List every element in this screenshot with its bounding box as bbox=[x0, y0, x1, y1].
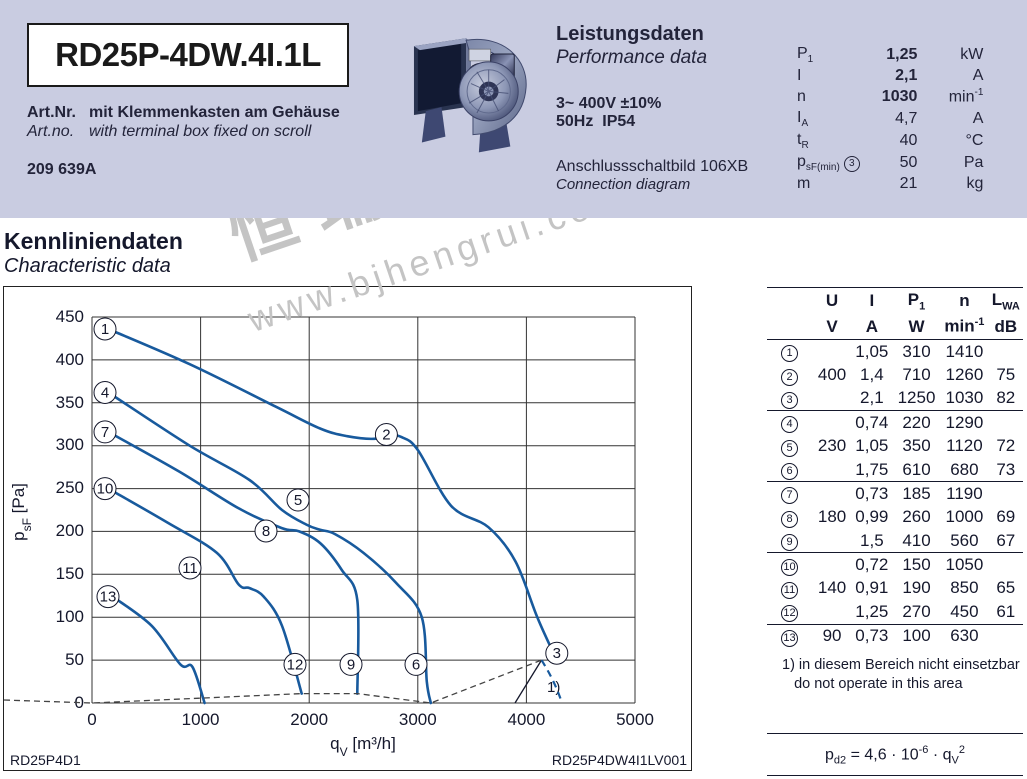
svg-text:1: 1 bbox=[101, 321, 109, 338]
svg-text:2000: 2000 bbox=[290, 710, 328, 729]
svg-text:300: 300 bbox=[56, 435, 84, 454]
svg-text:7: 7 bbox=[101, 424, 109, 441]
svg-text:350: 350 bbox=[56, 393, 84, 412]
svg-text:400: 400 bbox=[56, 350, 84, 369]
svg-text:150: 150 bbox=[56, 564, 84, 583]
svg-text:3: 3 bbox=[553, 645, 561, 662]
svg-text:1000: 1000 bbox=[182, 710, 220, 729]
svg-text:200: 200 bbox=[56, 521, 84, 540]
svg-text:12: 12 bbox=[287, 656, 304, 673]
svg-text:13: 13 bbox=[100, 589, 117, 606]
svg-text:qV [m³/h]: qV [m³/h] bbox=[330, 734, 396, 759]
svg-text:psF [Pa]: psF [Pa] bbox=[9, 483, 34, 541]
svg-text:5000: 5000 bbox=[616, 710, 654, 729]
svg-text:3000: 3000 bbox=[399, 710, 437, 729]
svg-text:5: 5 bbox=[294, 492, 302, 509]
svg-text:4: 4 bbox=[101, 385, 109, 402]
svg-text:9: 9 bbox=[347, 656, 355, 673]
svg-text:2: 2 bbox=[382, 427, 390, 444]
svg-text:450: 450 bbox=[56, 307, 84, 326]
svg-text:6: 6 bbox=[412, 656, 420, 673]
svg-text:10: 10 bbox=[97, 481, 114, 498]
svg-text:RD25P4D1: RD25P4D1 bbox=[10, 752, 81, 768]
svg-text:50: 50 bbox=[65, 650, 84, 669]
svg-text:11: 11 bbox=[182, 560, 198, 577]
svg-text:RD25P4DW4I1LV001: RD25P4DW4I1LV001 bbox=[552, 752, 687, 768]
svg-text:0: 0 bbox=[87, 710, 96, 729]
svg-text:100: 100 bbox=[56, 607, 84, 626]
svg-text:4000: 4000 bbox=[507, 710, 545, 729]
svg-text:250: 250 bbox=[56, 478, 84, 497]
svg-text:8: 8 bbox=[262, 523, 270, 540]
